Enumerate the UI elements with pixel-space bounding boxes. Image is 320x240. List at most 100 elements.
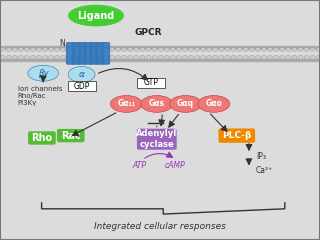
Circle shape [30, 48, 36, 51]
Circle shape [164, 48, 169, 51]
Circle shape [176, 48, 181, 51]
Circle shape [6, 55, 11, 59]
Circle shape [249, 55, 254, 59]
Circle shape [122, 48, 127, 51]
Circle shape [122, 55, 127, 59]
Circle shape [243, 48, 248, 51]
Circle shape [18, 55, 23, 59]
Ellipse shape [28, 65, 59, 81]
FancyBboxPatch shape [72, 43, 81, 64]
Circle shape [116, 48, 121, 51]
FancyBboxPatch shape [78, 43, 86, 64]
Circle shape [49, 55, 54, 59]
Circle shape [146, 55, 151, 59]
Text: Ligand: Ligand [77, 11, 115, 21]
Circle shape [61, 55, 66, 59]
Circle shape [310, 48, 315, 51]
Circle shape [91, 55, 96, 59]
Circle shape [43, 55, 48, 59]
FancyBboxPatch shape [67, 43, 75, 64]
Circle shape [109, 55, 115, 59]
Circle shape [24, 48, 29, 51]
Circle shape [231, 55, 236, 59]
Text: Adenylyl
cyclase: Adenylyl cyclase [136, 130, 177, 149]
Circle shape [188, 48, 194, 51]
Text: Gαo: Gαo [205, 99, 222, 108]
Ellipse shape [69, 6, 123, 26]
Circle shape [43, 48, 48, 51]
Text: N: N [60, 39, 65, 48]
Circle shape [152, 55, 157, 59]
Circle shape [164, 55, 169, 59]
Circle shape [140, 55, 145, 59]
Circle shape [61, 48, 66, 51]
Text: IP₃: IP₃ [256, 152, 266, 161]
Circle shape [146, 48, 151, 51]
Circle shape [292, 48, 297, 51]
Circle shape [255, 48, 260, 51]
Circle shape [195, 55, 200, 59]
Circle shape [213, 55, 218, 59]
Text: βγ: βγ [38, 69, 48, 78]
Bar [0, 46, 320, 48]
Circle shape [12, 48, 17, 51]
Circle shape [73, 55, 78, 59]
Ellipse shape [170, 96, 202, 112]
Circle shape [97, 55, 102, 59]
Circle shape [225, 55, 230, 59]
Circle shape [128, 48, 133, 51]
Text: PLC-β: PLC-β [222, 131, 252, 140]
Text: GDP: GDP [74, 82, 90, 91]
Circle shape [280, 48, 285, 51]
Circle shape [67, 55, 72, 59]
Circle shape [195, 48, 200, 51]
Circle shape [188, 55, 194, 59]
Text: Ion channels
Rho/Rac
PI3Kγ: Ion channels Rho/Rac PI3Kγ [18, 86, 62, 106]
Circle shape [280, 55, 285, 59]
Circle shape [176, 55, 181, 59]
Ellipse shape [198, 96, 230, 112]
Circle shape [103, 55, 108, 59]
Circle shape [298, 48, 303, 51]
Circle shape [207, 55, 212, 59]
FancyBboxPatch shape [58, 130, 84, 142]
Circle shape [201, 55, 206, 59]
Circle shape [24, 55, 29, 59]
Ellipse shape [141, 96, 173, 112]
Circle shape [170, 48, 175, 51]
FancyBboxPatch shape [90, 43, 98, 64]
Circle shape [207, 48, 212, 51]
Circle shape [128, 55, 133, 59]
Circle shape [103, 48, 108, 51]
Circle shape [55, 55, 60, 59]
Circle shape [213, 48, 218, 51]
Circle shape [109, 48, 115, 51]
Circle shape [91, 48, 96, 51]
Text: cAMP: cAMP [165, 161, 186, 170]
Circle shape [298, 55, 303, 59]
Circle shape [243, 55, 248, 59]
Circle shape [36, 55, 42, 59]
Circle shape [316, 48, 320, 51]
Circle shape [237, 48, 242, 51]
Circle shape [261, 48, 267, 51]
Circle shape [0, 55, 5, 59]
Circle shape [182, 55, 188, 59]
Bar [0, 59, 320, 61]
Circle shape [225, 48, 230, 51]
Circle shape [79, 48, 84, 51]
Text: α: α [79, 70, 84, 79]
Circle shape [79, 55, 84, 59]
Circle shape [134, 55, 139, 59]
Circle shape [274, 48, 279, 51]
Text: Integrated cellular responses: Integrated cellular responses [94, 222, 226, 231]
Circle shape [231, 48, 236, 51]
Circle shape [255, 55, 260, 59]
Circle shape [182, 48, 188, 51]
Circle shape [286, 55, 291, 59]
Circle shape [219, 48, 224, 51]
Text: GTP: GTP [143, 78, 158, 87]
Text: Rho: Rho [31, 133, 52, 143]
Circle shape [12, 55, 17, 59]
Circle shape [316, 55, 320, 59]
